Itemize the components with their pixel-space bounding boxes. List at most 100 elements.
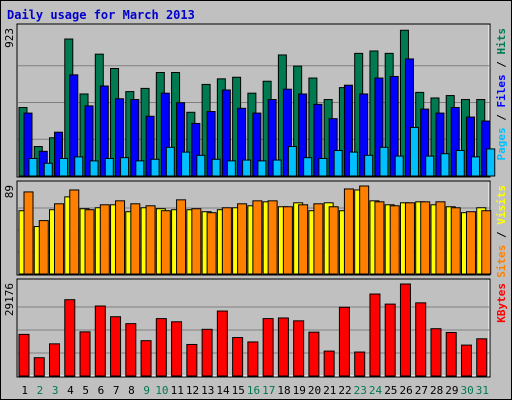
bar-sites <box>267 200 278 275</box>
bar-kbytes <box>140 340 152 377</box>
bar-pages <box>348 151 358 177</box>
bar-pages <box>486 148 496 177</box>
bar-pages <box>28 157 38 177</box>
bar-sites <box>99 204 110 275</box>
bar-kbytes <box>216 310 228 377</box>
bar-files <box>313 103 323 177</box>
bar-pages <box>257 160 267 177</box>
bar-pages <box>394 155 404 177</box>
bar-sites <box>313 203 324 275</box>
bar-files <box>435 112 445 177</box>
x-tick-label: 13 <box>201 384 214 397</box>
bar-kbytes <box>125 323 137 377</box>
legend: Sites / Visits <box>495 185 508 278</box>
bar-pages <box>211 158 221 177</box>
bar-files <box>450 107 460 177</box>
x-tick-label: 7 <box>113 384 120 397</box>
bar-pages <box>242 159 252 177</box>
bar-pages <box>74 156 84 177</box>
bar-sites <box>69 189 80 275</box>
x-tick-label: 10 <box>155 384 168 397</box>
bar-files <box>206 111 216 177</box>
bar-pages <box>455 150 465 177</box>
bar-pages <box>165 146 175 177</box>
bar-files <box>54 131 64 177</box>
bar-sites <box>420 201 431 275</box>
bar-sites <box>435 201 446 275</box>
legend-separator: / <box>495 108 508 128</box>
bar-files <box>221 89 231 177</box>
bar-sites <box>237 203 248 275</box>
bar-kbytes <box>232 337 244 377</box>
bar-kbytes <box>247 341 259 377</box>
panel-hits-files-pages: 923 Pages / Files / Hits <box>3 23 508 178</box>
bar-kbytes <box>262 318 274 377</box>
bar-files <box>84 105 94 177</box>
bar-kbytes <box>415 302 427 377</box>
bar-files <box>328 118 338 177</box>
x-tick-label: 30 <box>460 384 473 397</box>
x-tick-label: 16 <box>247 384 260 397</box>
bar-kbytes <box>430 328 442 377</box>
bar-sites <box>145 205 156 275</box>
bar-pages <box>272 159 282 177</box>
bar-kbytes <box>49 343 61 377</box>
bar-pages <box>470 156 480 177</box>
x-tick-label: 15 <box>232 384 245 397</box>
x-tick-label: 22 <box>338 384 351 397</box>
legend-entry: Hits <box>495 28 508 55</box>
legend-entry: Files <box>495 74 508 107</box>
bar-kbytes <box>94 305 106 377</box>
ymax-label: 89 <box>3 185 16 198</box>
bar-pages <box>287 146 297 177</box>
bar-files <box>237 107 247 177</box>
bar-sites <box>160 210 171 275</box>
bar-files <box>343 84 353 177</box>
bar-kbytes <box>445 331 457 377</box>
bar-sites <box>54 203 65 275</box>
bar-sites <box>481 210 492 275</box>
bar-sites <box>221 207 232 275</box>
bar-kbytes <box>171 321 183 377</box>
bar-files <box>465 116 475 177</box>
bar-kbytes <box>323 350 335 377</box>
bar-kbytes <box>460 344 472 377</box>
ymax-label: 923 <box>3 28 16 48</box>
bar-sites <box>359 185 370 275</box>
x-tick-label: 28 <box>430 384 443 397</box>
legend: KBytes <box>495 283 508 323</box>
bar-kbytes <box>201 328 213 377</box>
bar-files <box>267 99 277 177</box>
bar-files <box>69 74 79 177</box>
bar-files <box>389 75 399 177</box>
bar-files <box>145 115 155 177</box>
x-tick-label: 5 <box>82 384 89 397</box>
bar-sites <box>404 202 415 275</box>
bar-sites <box>450 207 461 275</box>
bar-kbytes <box>79 331 91 377</box>
x-tick-label: 6 <box>98 384 105 397</box>
bar-sites <box>252 200 263 275</box>
bar-pages <box>120 157 130 177</box>
bar-kbytes <box>277 317 289 377</box>
bar-sites <box>389 205 400 275</box>
bar-files <box>23 112 33 177</box>
bar-pages <box>303 157 313 177</box>
bar-pages <box>150 158 160 177</box>
bar-files <box>176 102 186 177</box>
bar-files <box>160 92 170 177</box>
bar-kbytes <box>369 293 381 377</box>
chart-title: Daily usage for March 2013 <box>7 8 195 22</box>
x-tick-label: 2 <box>37 384 44 397</box>
bar-sites <box>374 201 385 275</box>
bar-kbytes <box>354 351 366 377</box>
bar-sites <box>130 203 141 275</box>
x-tick-label: 23 <box>354 384 367 397</box>
x-tick-label: 4 <box>67 384 74 397</box>
bar-pages <box>59 157 69 177</box>
bar-kbytes <box>308 331 320 377</box>
bar-kbytes <box>338 306 350 377</box>
bar-sites <box>343 188 354 275</box>
x-tick-label: 31 <box>476 384 489 397</box>
